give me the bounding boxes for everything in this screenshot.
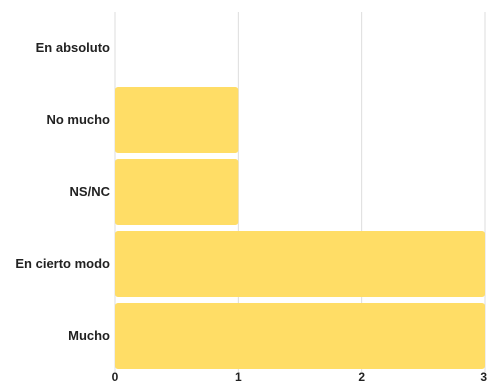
x-tick-label: 3 [480,370,487,383]
category-label: NS/NC [70,184,111,199]
category-label: No mucho [46,112,110,127]
x-axis-ticks: 0 1 2 3 [112,370,488,383]
bar [115,231,485,297]
bar [115,87,239,153]
category-label: En cierto modo [15,256,110,271]
category-label: En absoluto [36,40,110,55]
x-tick-label: 1 [235,370,242,383]
bar [115,303,485,369]
x-tick-label: 2 [358,370,365,383]
category-labels: En absoluto No mucho NS/NC En cierto modo Mu… [15,40,110,343]
x-tick-label: 0 [112,370,119,383]
bar [115,159,239,225]
category-label: Mucho [68,328,110,343]
bars [115,87,485,369]
